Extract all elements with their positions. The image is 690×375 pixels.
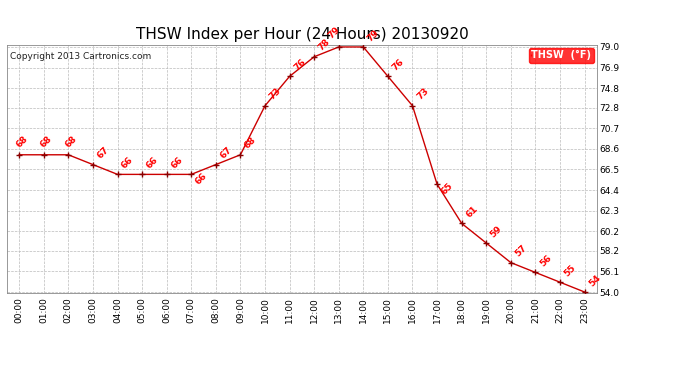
Text: Copyright 2013 Cartronics.com: Copyright 2013 Cartronics.com xyxy=(10,53,151,62)
Text: 73: 73 xyxy=(268,87,283,102)
Text: 57: 57 xyxy=(513,243,529,259)
Text: 76: 76 xyxy=(292,57,307,72)
Text: 66: 66 xyxy=(194,171,209,186)
Text: 56: 56 xyxy=(538,253,553,268)
Legend: THSW  (°F): THSW (°F) xyxy=(529,48,594,63)
Text: 55: 55 xyxy=(562,263,578,278)
Text: 54: 54 xyxy=(587,273,602,288)
Text: 68: 68 xyxy=(39,135,54,150)
Text: 61: 61 xyxy=(464,204,480,219)
Text: 67: 67 xyxy=(95,146,110,160)
Text: 79: 79 xyxy=(326,25,342,40)
Text: 73: 73 xyxy=(415,87,431,102)
Text: 65: 65 xyxy=(440,181,455,196)
Text: 67: 67 xyxy=(218,146,234,160)
Text: 78: 78 xyxy=(317,38,332,53)
Text: 66: 66 xyxy=(169,155,184,171)
Text: 59: 59 xyxy=(489,224,504,239)
Text: 68: 68 xyxy=(243,136,258,151)
Text: 66: 66 xyxy=(120,155,135,171)
Text: 68: 68 xyxy=(63,135,79,150)
Text: 66: 66 xyxy=(145,155,160,171)
Title: THSW Index per Hour (24 Hours) 20130920: THSW Index per Hour (24 Hours) 20130920 xyxy=(135,27,469,42)
Text: 68: 68 xyxy=(14,135,30,150)
Text: 79: 79 xyxy=(366,28,381,43)
Text: 76: 76 xyxy=(391,57,406,72)
